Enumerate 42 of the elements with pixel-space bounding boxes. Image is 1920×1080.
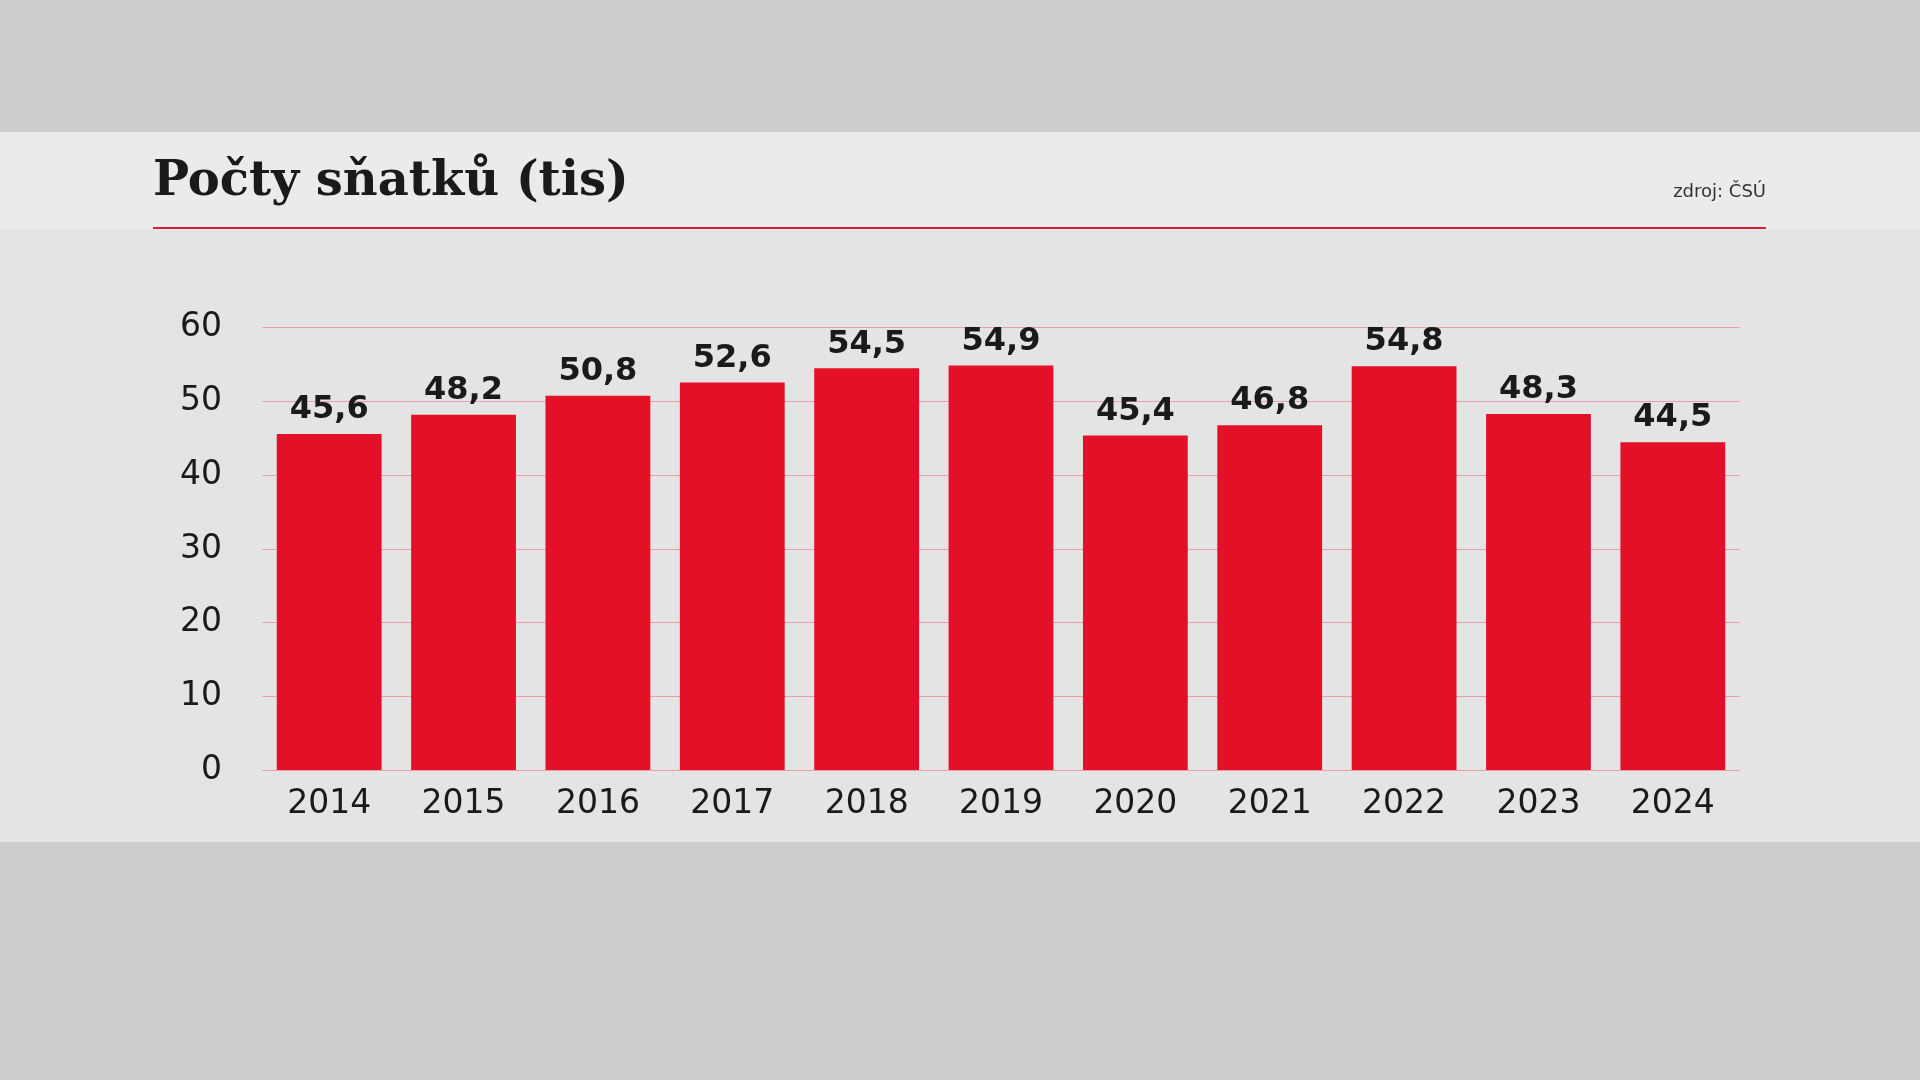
x-tick-label: 2021 (1227, 781, 1312, 821)
bar (679, 382, 785, 770)
x-tick-label: 2023 (1496, 781, 1581, 821)
chart-title: Počty sňatků (tis) (153, 150, 629, 206)
x-tick-label: 2016 (555, 781, 640, 821)
bar (1082, 435, 1188, 770)
y-tick-label: 20 (179, 600, 222, 640)
bar (948, 365, 1054, 770)
x-tick-label: 2014 (287, 781, 372, 821)
x-tick-label: 2017 (690, 781, 775, 821)
data-label: 54,8 (1364, 320, 1444, 359)
data-label: 44,5 (1633, 396, 1713, 435)
x-tick-label: 2015 (421, 781, 506, 821)
y-tick-label: 0 (200, 747, 222, 787)
data-label: 48,3 (1498, 368, 1578, 407)
x-tick-label: 2018 (824, 781, 909, 821)
data-label: 54,9 (961, 319, 1041, 358)
data-label: 46,8 (1230, 379, 1310, 418)
y-tick-label: 30 (179, 526, 222, 566)
data-label: 45,4 (1095, 389, 1175, 428)
bar (276, 434, 382, 770)
bar (1620, 442, 1726, 770)
y-tick-label: 50 (179, 379, 222, 419)
bar (545, 395, 651, 770)
y-tick-label: 60 (179, 305, 222, 345)
bar (1486, 414, 1591, 770)
data-label: 48,2 (424, 369, 504, 408)
y-tick-label: 40 (179, 452, 222, 492)
text: zdroj: ČSÚ (1673, 180, 1766, 201)
bar (411, 414, 516, 770)
data-label: 50,8 (558, 349, 638, 388)
x-tick-label: 2022 (1362, 781, 1447, 821)
x-tick-label: 2020 (1093, 781, 1178, 821)
data-label: 54,5 (827, 322, 907, 361)
x-tick-label: 2019 (959, 781, 1043, 821)
data-label: 45,6 (289, 388, 369, 427)
bar (814, 368, 920, 770)
data-label: 52,6 (692, 336, 772, 375)
y-tick-label: 10 (179, 674, 222, 714)
bar (1351, 366, 1457, 770)
x-tick-label: 2024 (1630, 781, 1715, 821)
bar (1217, 425, 1323, 770)
